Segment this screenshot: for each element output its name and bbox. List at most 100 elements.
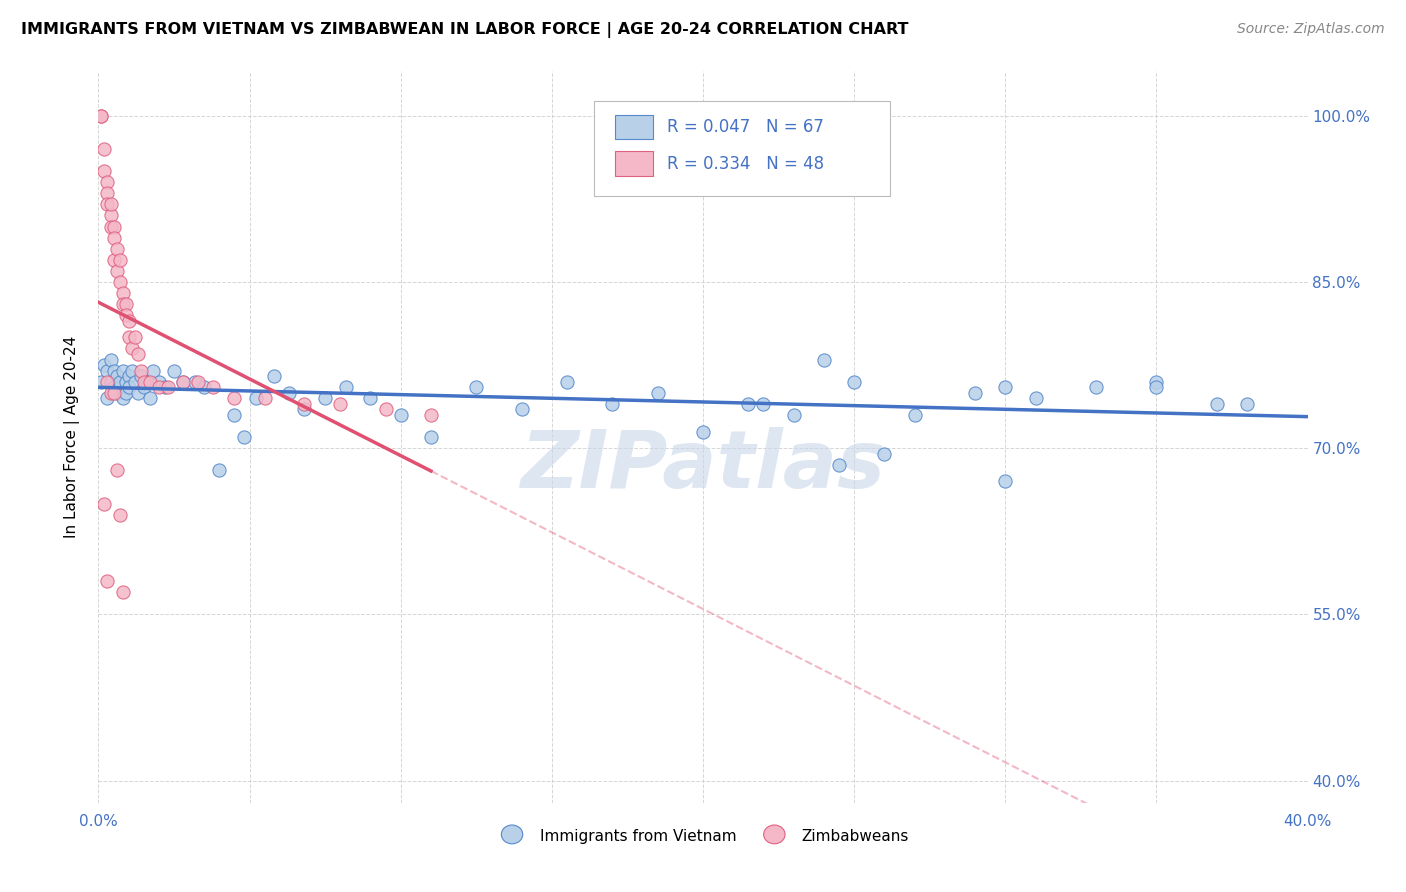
Point bbox=[108, 275, 131, 289]
Point bbox=[96, 574, 118, 589]
Point bbox=[139, 375, 162, 389]
Y-axis label: In Labor Force | Age 20-24: In Labor Force | Age 20-24 bbox=[63, 336, 80, 538]
Point bbox=[93, 142, 115, 156]
Point bbox=[100, 197, 122, 211]
Point bbox=[114, 297, 136, 311]
Point bbox=[142, 363, 165, 377]
Point bbox=[555, 375, 578, 389]
Point bbox=[602, 397, 624, 411]
Point bbox=[389, 408, 412, 422]
Point bbox=[148, 375, 170, 389]
Point bbox=[105, 369, 128, 384]
Point bbox=[374, 402, 396, 417]
Legend: Immigrants from Vietnam, Zimbabweans: Immigrants from Vietnam, Zimbabweans bbox=[491, 822, 915, 850]
Point bbox=[139, 392, 162, 406]
Point bbox=[1144, 380, 1167, 394]
Point bbox=[100, 375, 122, 389]
Point bbox=[420, 430, 443, 444]
Point bbox=[127, 347, 149, 361]
Point bbox=[100, 219, 122, 234]
Point bbox=[118, 369, 141, 384]
Point bbox=[96, 363, 118, 377]
Point bbox=[108, 380, 131, 394]
Point bbox=[360, 392, 382, 406]
Point bbox=[1085, 380, 1108, 394]
Point bbox=[245, 392, 267, 406]
Point bbox=[184, 375, 207, 389]
Point bbox=[129, 363, 152, 377]
Point bbox=[96, 392, 118, 406]
Point bbox=[202, 380, 225, 394]
Point bbox=[224, 408, 246, 422]
Point bbox=[124, 330, 146, 344]
Point bbox=[108, 508, 131, 522]
Point bbox=[105, 264, 128, 278]
Point bbox=[187, 375, 209, 389]
Point bbox=[335, 380, 357, 394]
Point bbox=[111, 585, 134, 599]
Point bbox=[172, 375, 194, 389]
Point bbox=[148, 380, 170, 394]
Point bbox=[329, 397, 352, 411]
Point bbox=[96, 186, 118, 201]
Point bbox=[224, 392, 246, 406]
Point bbox=[127, 385, 149, 400]
Point bbox=[114, 385, 136, 400]
Point bbox=[263, 369, 285, 384]
Point bbox=[103, 219, 125, 234]
Point bbox=[105, 463, 128, 477]
Point bbox=[737, 397, 759, 411]
Point bbox=[1206, 397, 1229, 411]
Point bbox=[124, 375, 146, 389]
Point bbox=[692, 425, 714, 439]
Point bbox=[904, 408, 927, 422]
Point bbox=[105, 242, 128, 256]
Point bbox=[96, 175, 118, 189]
Point bbox=[193, 380, 215, 394]
Point bbox=[111, 297, 134, 311]
Point bbox=[118, 380, 141, 394]
FancyBboxPatch shape bbox=[614, 151, 654, 176]
Text: IMMIGRANTS FROM VIETNAM VS ZIMBABWEAN IN LABOR FORCE | AGE 20-24 CORRELATION CHA: IMMIGRANTS FROM VIETNAM VS ZIMBABWEAN IN… bbox=[21, 22, 908, 38]
Point bbox=[1024, 392, 1046, 406]
Point bbox=[100, 352, 122, 367]
Point bbox=[100, 209, 122, 223]
Point bbox=[292, 397, 315, 411]
Text: ZIPatlas: ZIPatlas bbox=[520, 427, 886, 506]
Point bbox=[103, 363, 125, 377]
Point bbox=[114, 308, 136, 322]
Point bbox=[783, 408, 806, 422]
Point bbox=[314, 392, 336, 406]
Point bbox=[873, 447, 896, 461]
Point bbox=[253, 392, 276, 406]
Point bbox=[103, 385, 125, 400]
Point bbox=[93, 358, 115, 372]
Point bbox=[90, 109, 112, 123]
Point bbox=[232, 430, 254, 444]
Point bbox=[844, 375, 866, 389]
Point bbox=[118, 330, 141, 344]
Point bbox=[132, 380, 155, 394]
Point bbox=[132, 375, 155, 389]
Point bbox=[93, 497, 115, 511]
Point bbox=[103, 380, 125, 394]
Point bbox=[111, 392, 134, 406]
Text: Source: ZipAtlas.com: Source: ZipAtlas.com bbox=[1237, 22, 1385, 37]
Point bbox=[292, 402, 315, 417]
Text: R = 0.334   N = 48: R = 0.334 N = 48 bbox=[666, 154, 824, 172]
Point bbox=[90, 375, 112, 389]
Point bbox=[114, 375, 136, 389]
Point bbox=[129, 369, 152, 384]
Point bbox=[121, 363, 143, 377]
Point bbox=[90, 109, 112, 123]
Point bbox=[510, 402, 533, 417]
Point bbox=[277, 385, 299, 400]
Point bbox=[420, 408, 443, 422]
Point bbox=[96, 375, 118, 389]
Point bbox=[994, 380, 1017, 394]
Point bbox=[156, 380, 179, 394]
Point bbox=[96, 197, 118, 211]
Point bbox=[103, 252, 125, 267]
Point bbox=[111, 363, 134, 377]
Text: R = 0.047   N = 67: R = 0.047 N = 67 bbox=[666, 118, 824, 136]
